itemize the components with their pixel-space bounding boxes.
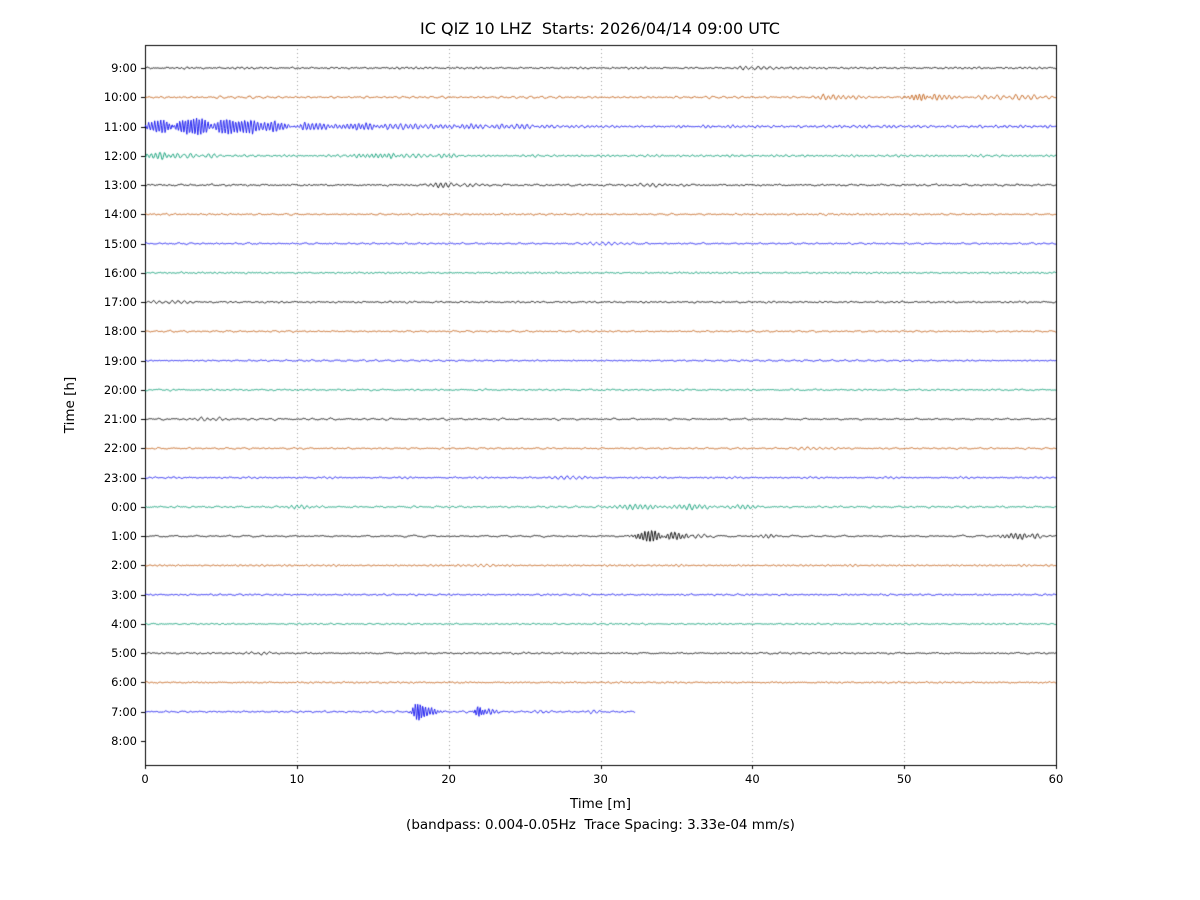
- y-tick-label: 0:00: [111, 499, 137, 514]
- y-tick-label: 9:00: [111, 61, 137, 75]
- y-tick-label: 10:00: [103, 90, 137, 105]
- y-tick-label: 4:00: [111, 616, 137, 631]
- y-tick-label: 22:00: [103, 441, 137, 456]
- y-tick-label: 13:00: [103, 178, 137, 193]
- y-tick-label: 15:00: [103, 236, 137, 251]
- y-tick-label: 2:00: [111, 558, 137, 573]
- y-tick-label: 3:00: [111, 587, 137, 602]
- y-tick-label: 6:00: [111, 675, 137, 690]
- y-tick-label: 20:00: [103, 382, 137, 397]
- y-tick-label: 11:00: [103, 119, 137, 134]
- y-tick-label: 16:00: [103, 265, 137, 280]
- x-tick-label: 0: [141, 772, 149, 786]
- y-tick-label: 14:00: [103, 207, 137, 222]
- plot-title: IC QIZ 10 LHZ Starts: 2026/04/14 09:00 U…: [420, 19, 780, 38]
- y-tick-label: 12:00: [103, 148, 137, 163]
- x-tick-label: 50: [896, 772, 912, 786]
- y-tick-label: 17:00: [103, 295, 137, 310]
- y-tick-label: 21:00: [103, 412, 137, 427]
- x-axis-label: Time [m]: [569, 796, 631, 812]
- x-tick-label: 20: [441, 772, 456, 786]
- y-tick-label: 1:00: [111, 529, 137, 544]
- y-tick-label: 8:00: [111, 734, 137, 748]
- plot-caption: (bandpass: 0.004-0.05Hz Trace Spacing: 3…: [406, 817, 795, 833]
- y-tick-label: 5:00: [111, 646, 137, 661]
- y-tick-label: 18:00: [103, 324, 137, 339]
- x-tick-label: 60: [1048, 772, 1064, 786]
- x-tick-label: 10: [289, 772, 305, 786]
- y-tick-label: 23:00: [103, 470, 137, 485]
- x-tick-label: 30: [593, 772, 608, 786]
- y-tick-label: 19:00: [103, 353, 137, 368]
- x-tick-label: 40: [745, 772, 760, 786]
- y-tick-label: 7:00: [111, 704, 137, 719]
